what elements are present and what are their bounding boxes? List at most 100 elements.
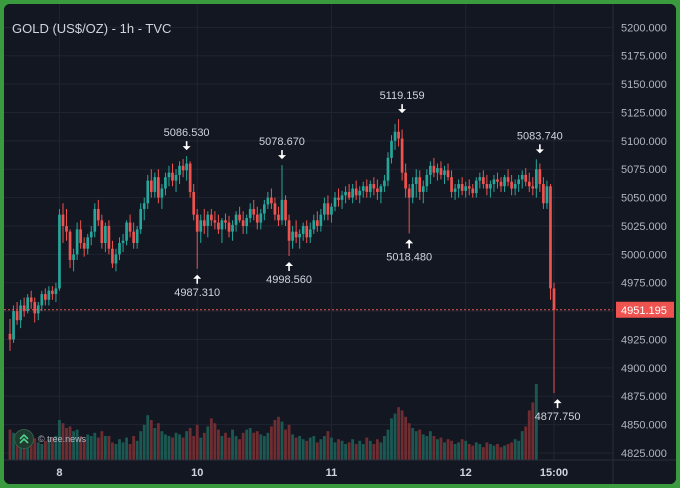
volume-bar [125,437,128,460]
volume-bar [485,442,489,460]
y-tick-label: 5050.000 [621,193,667,205]
chart-frame: 5086.530 4987.310 5078.670 4998.560 5119.159… [4,4,676,484]
volume-bar [15,436,19,460]
volume-bar [464,440,468,460]
volume-bar [89,436,93,460]
volume-bar [178,434,181,460]
candle-body [104,225,107,244]
volume-bar [269,426,273,460]
candle-body [33,302,37,314]
candle-body [429,165,432,175]
candle-body [432,165,436,173]
volume-bar [50,437,54,460]
candle-body [164,177,167,189]
volume-bar [111,442,114,460]
volume-bar [506,444,510,460]
candle-body [287,220,291,241]
candle-body [450,177,453,192]
volume-bar [202,432,206,460]
candle-body [513,183,517,189]
candle-body [139,208,143,230]
volume-bar [305,440,309,460]
volume-bar [65,428,68,460]
candle-body [195,214,199,232]
candle-body [510,181,513,189]
volume-bar [294,437,298,460]
y-tick-label: 5175.000 [621,51,667,63]
volume-bar [471,445,475,460]
candle-body [153,177,157,192]
volume-bar [478,444,482,460]
volume-bar [453,444,457,460]
candle-body [411,183,415,198]
candle-body [460,183,464,191]
volume-bar [103,436,107,460]
volume-bar [135,440,139,460]
volume-bar [107,436,111,460]
candle-body [96,208,100,221]
y-tick-label: 5200.000 [621,22,667,34]
volume-bar [513,439,517,460]
volume-bar [231,429,234,460]
volume-bar [503,445,506,460]
candle-body [542,183,545,204]
volume-bar [400,410,404,460]
volume-bar [192,436,196,460]
candle-body [202,220,206,226]
volume-bar [499,447,503,460]
candle-body [185,163,188,171]
x-tick-label: 8 [56,467,62,479]
candle-body [36,305,40,314]
candle-body [82,243,86,249]
y-tick-label: 4825.000 [621,448,667,460]
y-tick-label: 4925.000 [621,334,667,346]
candle-body [291,231,294,241]
candle-body [259,213,263,223]
volume-bar [259,434,263,460]
candle-body [467,186,471,189]
candle-body [464,186,468,191]
candle-body [43,294,47,300]
volume-bar [520,431,524,460]
volume-bar [404,416,408,460]
candle-body [29,297,33,303]
volume-bar [446,439,450,460]
volume-bar [181,437,185,460]
candle-body [199,220,203,232]
candle-body [58,214,61,289]
annotation-arrow-icon [535,149,544,154]
candle-body [404,172,407,189]
candle-body [284,199,287,221]
candle-body [65,225,68,232]
volume-bar [227,437,231,460]
candlestick-chart: 5086.530 4987.310 5078.670 4998.560 5119.159… [4,4,676,484]
volume-bar [322,436,326,460]
volume-bar [354,444,358,460]
candle-body [107,225,111,249]
annotation-label: 5086.530 [164,127,210,139]
candle-body [397,131,400,139]
volume-bar [312,436,316,460]
candle-body [157,177,160,198]
volume-bar [82,439,86,460]
x-tick-label: 10 [191,467,203,479]
candle-body [386,157,390,181]
volume-bar [58,420,61,460]
candle-body [171,172,174,181]
candle-body [26,297,30,312]
candle-body [75,229,79,255]
candle-body [496,179,499,182]
volume-bar [248,428,252,460]
candle-body [390,140,393,158]
candle-body [301,225,305,234]
candle-body [217,222,220,230]
candle-body [118,243,121,255]
x-tick-label: 15:00 [540,467,568,479]
volume-bar [358,440,362,460]
annotation-arrow-icon [285,261,294,266]
volume-bar [156,423,160,460]
volume-bar [439,437,443,460]
volume-bar [443,442,446,460]
volume-bar [262,436,266,460]
volume-bar [277,416,280,460]
